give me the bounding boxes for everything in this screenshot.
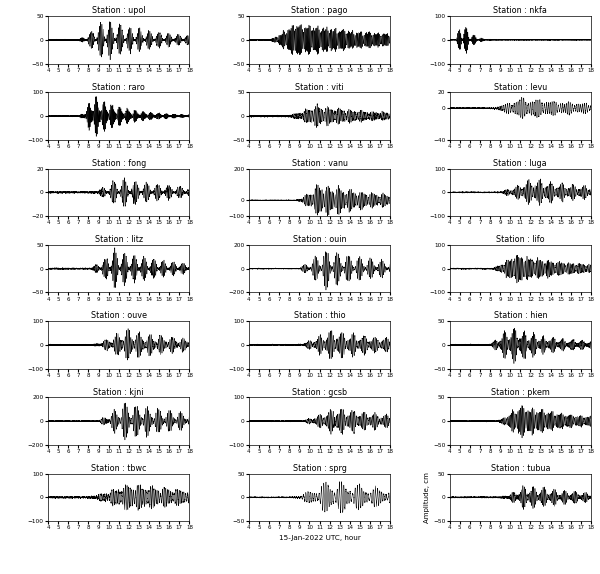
Title: Station : vanu: Station : vanu xyxy=(292,159,347,168)
Title: Station : lifo: Station : lifo xyxy=(496,235,545,244)
Title: Station : tubua: Station : tubua xyxy=(491,464,550,473)
Title: Station : ouin: Station : ouin xyxy=(293,235,346,244)
Title: Station : raro: Station : raro xyxy=(92,83,145,91)
Title: Station : tbwc: Station : tbwc xyxy=(91,464,146,473)
Title: Station : thio: Station : thio xyxy=(293,311,346,320)
Title: Station : sprg: Station : sprg xyxy=(293,464,346,473)
Y-axis label: Amplitude, cm: Amplitude, cm xyxy=(424,472,430,523)
Title: Station : nkfa: Station : nkfa xyxy=(493,6,547,15)
Title: Station : gcsb: Station : gcsb xyxy=(292,387,347,397)
Title: Station : litz: Station : litz xyxy=(95,235,143,244)
Title: Station : luga: Station : luga xyxy=(493,159,547,168)
X-axis label: 15-Jan-2022 UTC, hour: 15-Jan-2022 UTC, hour xyxy=(278,534,361,541)
Title: Station : levu: Station : levu xyxy=(494,83,547,91)
Title: Station : ouve: Station : ouve xyxy=(91,311,147,320)
Title: Station : pago: Station : pago xyxy=(291,6,348,15)
Title: Station : kjni: Station : kjni xyxy=(94,387,144,397)
Title: Station : fong: Station : fong xyxy=(92,159,146,168)
Title: Station : viti: Station : viti xyxy=(295,83,344,91)
Title: Station : hien: Station : hien xyxy=(494,311,547,320)
Title: Station : pkem: Station : pkem xyxy=(491,387,550,397)
Title: Station : upol: Station : upol xyxy=(92,6,146,15)
